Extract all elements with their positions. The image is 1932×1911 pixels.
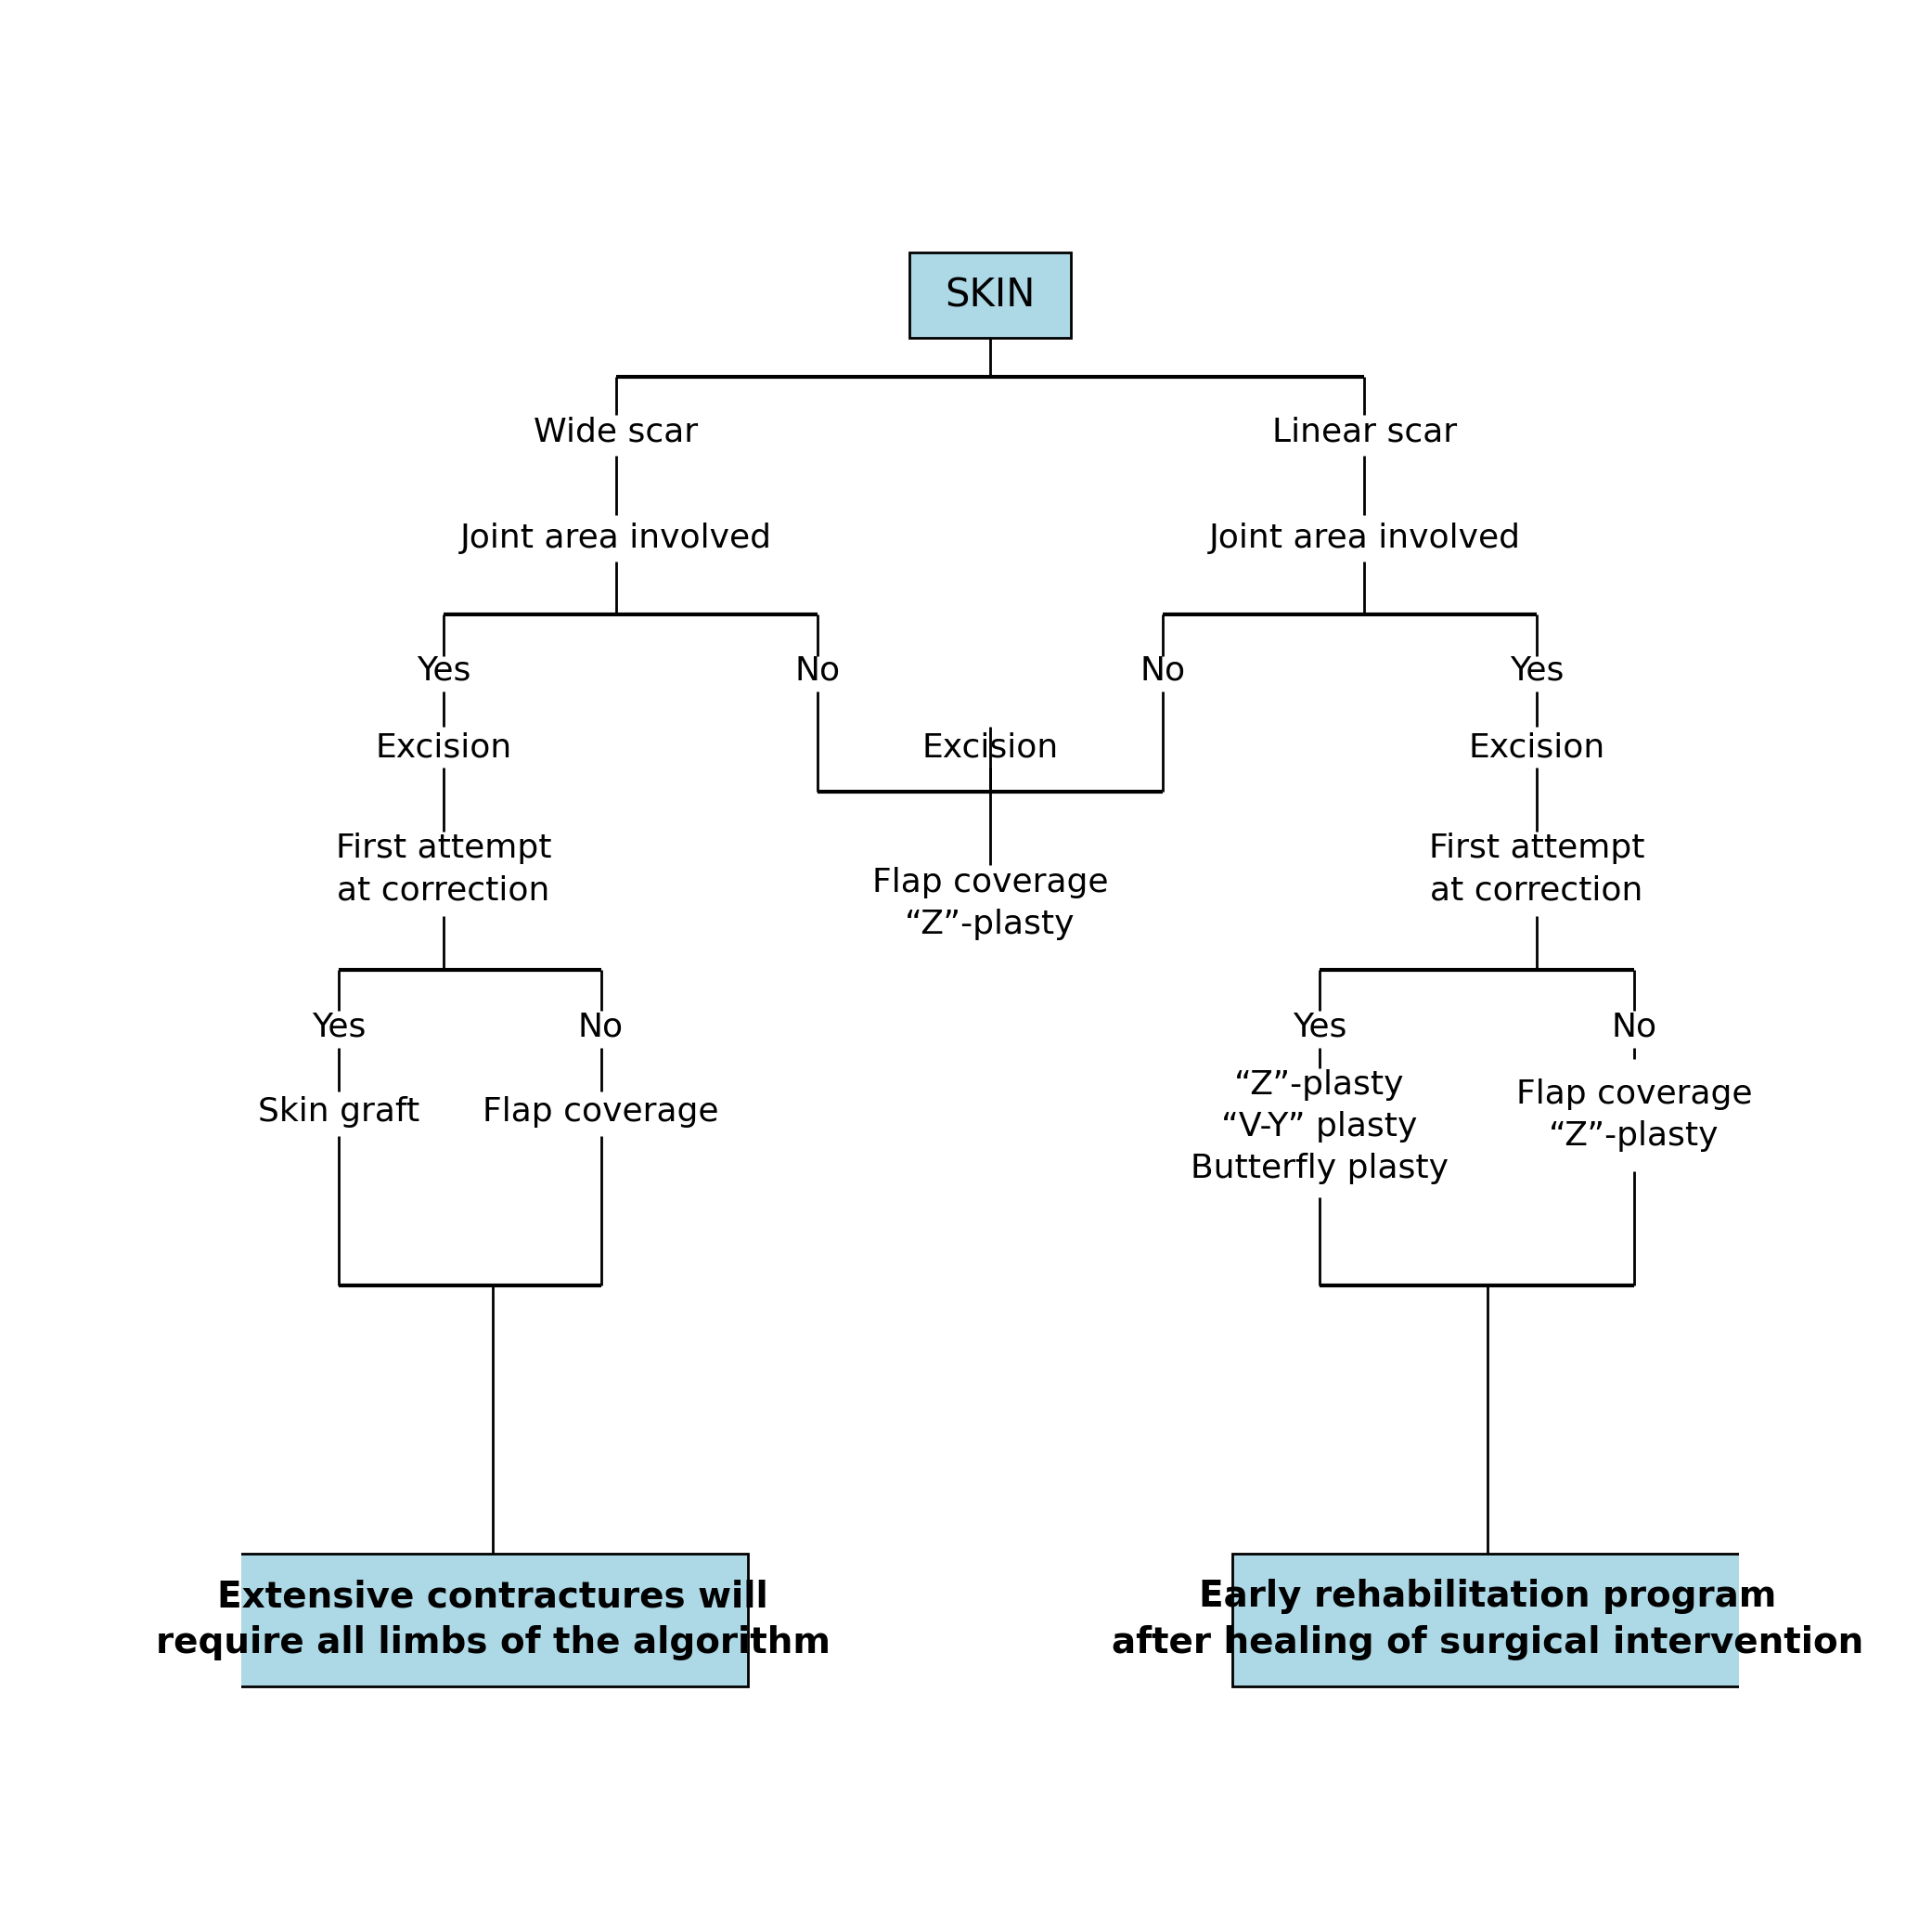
- FancyBboxPatch shape: [910, 252, 1070, 338]
- FancyBboxPatch shape: [238, 1554, 748, 1686]
- Text: Excision: Excision: [1468, 732, 1605, 762]
- Text: SKIN: SKIN: [945, 275, 1036, 315]
- Text: Yes: Yes: [1293, 1011, 1347, 1043]
- Text: Flap coverage
“Z”-plasty: Flap coverage “Z”-plasty: [1517, 1078, 1752, 1152]
- Text: No: No: [1611, 1011, 1658, 1043]
- Text: Yes: Yes: [1509, 655, 1563, 686]
- Text: No: No: [796, 655, 840, 686]
- Text: No: No: [578, 1011, 624, 1043]
- Text: First attempt
at correction: First attempt at correction: [1430, 833, 1644, 906]
- Text: Linear scar: Linear scar: [1271, 417, 1457, 449]
- Text: First attempt
at correction: First attempt at correction: [336, 833, 551, 906]
- Text: Yes: Yes: [417, 655, 471, 686]
- Text: Joint area involved: Joint area involved: [1209, 522, 1520, 554]
- Text: Extensive contractures will
require all limbs of the algorithm: Extensive contractures will require all …: [156, 1578, 831, 1661]
- Text: Flap coverage
“Z”-plasty: Flap coverage “Z”-plasty: [871, 868, 1109, 940]
- Text: “Z”-plasty
“V-Y” plasty
Butterfly plasty: “Z”-plasty “V-Y” plasty Butterfly plasty: [1190, 1070, 1449, 1185]
- Text: Excision: Excision: [922, 732, 1059, 762]
- Text: Flap coverage: Flap coverage: [483, 1097, 719, 1127]
- Text: Excision: Excision: [375, 732, 512, 762]
- Text: No: No: [1140, 655, 1184, 686]
- Text: Joint area involved: Joint area involved: [460, 522, 771, 554]
- Text: Yes: Yes: [311, 1011, 365, 1043]
- Text: Skin graft: Skin graft: [259, 1097, 419, 1127]
- Text: Wide scar: Wide scar: [533, 417, 697, 449]
- FancyBboxPatch shape: [1233, 1554, 1743, 1686]
- Text: Early rehabilitation program
after healing of surgical intervention: Early rehabilitation program after heali…: [1111, 1578, 1862, 1661]
